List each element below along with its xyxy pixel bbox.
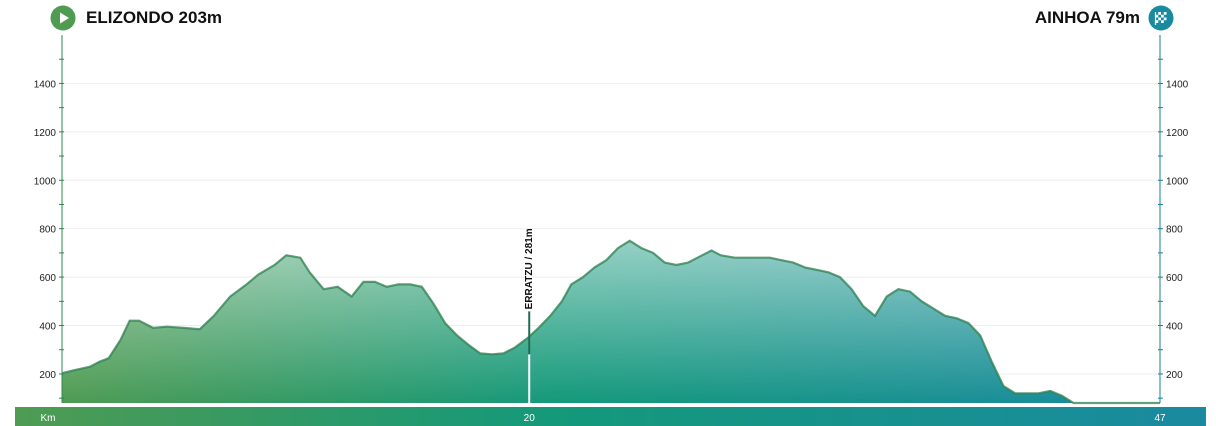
y-tick-label-right: 1400 (1166, 79, 1189, 90)
end-location-label: AINHOA 79m (1034, 8, 1140, 27)
end-header: AINHOA 79m (1035, 5, 1174, 31)
start-header: ELIZONDO 203m (50, 5, 222, 31)
y-tick-label-left: 1000 (34, 176, 57, 187)
y-tick-label-left: 600 (39, 273, 56, 284)
y-tick-label-left: 800 (39, 225, 56, 236)
checkered-flag-icon (1148, 5, 1174, 31)
y-tick-label-left: 1200 (34, 128, 57, 139)
start-location-label: ELIZONDO 203m (86, 8, 223, 27)
y-tick-label-right: 200 (1166, 370, 1183, 381)
y-tick-label-right: 400 (1166, 322, 1183, 333)
y-tick-label-right: 800 (1166, 225, 1183, 236)
y-tick-label-left: 1400 (34, 79, 57, 90)
y-tick-label-right: 1000 (1166, 176, 1189, 187)
waypoint-label: ERRATZU / 281m (524, 228, 535, 309)
elevation-area-highlight (62, 240, 1160, 403)
elevation-line (61, 239, 1160, 405)
play-icon (50, 5, 76, 31)
x-axis-label: Km (41, 413, 56, 424)
x-tick-label: 47 (1154, 413, 1166, 424)
y-tick-label-left: 200 (39, 370, 56, 381)
x-tick-label: 20 (524, 413, 536, 424)
distance-bar (15, 407, 1206, 426)
y-tick-label-right: 1200 (1166, 128, 1189, 139)
y-tick-label-right: 600 (1166, 273, 1183, 284)
y-tick-label-left: 400 (39, 322, 56, 333)
